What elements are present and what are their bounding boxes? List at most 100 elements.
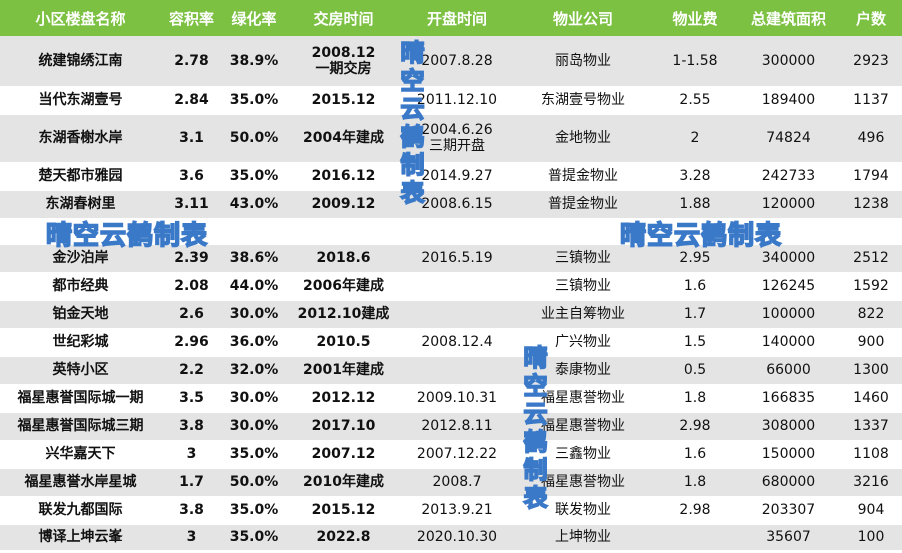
cell-plot-ratio — [161, 218, 222, 245]
cell-property-fee: 2.55 — [653, 86, 737, 115]
cell-green-ratio: 35.0% — [222, 162, 286, 191]
cell-green-ratio — [222, 218, 286, 245]
table-row: 楚天都市雅园 3.6 35.0% 2016.12 2014.9.27 普提金物业 3.28 2… — [0, 162, 902, 191]
cell-opening-time: 2020.10.30 — [401, 524, 513, 551]
cell-plot-ratio: 3.8 — [161, 496, 222, 525]
cell-delivery-time: 2017.10 — [286, 412, 401, 441]
cell-plot-ratio: 2.39 — [161, 244, 222, 273]
cell-households: 1238 — [840, 190, 902, 219]
cell-property-fee — [653, 218, 737, 245]
cell-households: 100 — [840, 524, 902, 551]
header-property-company: 物业公司 — [513, 0, 653, 36]
cell-total-area: 203307 — [737, 496, 840, 525]
table-row: 铂金天地 2.6 30.0% 2012.10建成 业主自筹物业 1.7 100000 822 — [0, 300, 902, 329]
cell-households: 1137 — [840, 86, 902, 115]
cell-green-ratio: 32.0% — [222, 356, 286, 385]
cell-property-fee: 1.8 — [653, 384, 737, 413]
cell-property-company: 东湖壹号物业 — [513, 86, 653, 115]
cell-delivery-time: 2004年建成 — [286, 114, 401, 163]
cell-households: 1460 — [840, 384, 902, 413]
cell-green-ratio: 38.9% — [222, 36, 286, 87]
cell-green-ratio: 36.0% — [222, 328, 286, 357]
cell-property-company: 广兴物业 — [513, 328, 653, 357]
cell-opening-time: 2011.12.10 — [401, 86, 513, 115]
cell-green-ratio: 35.0% — [222, 524, 286, 551]
table-row: 东湖香榭水岸 3.1 50.0% 2004年建成 2004.6.26 三期开盘 金地物业 2… — [0, 114, 902, 163]
cell-total-area — [737, 218, 840, 245]
cell-opening-time: 2009.10.31 — [401, 384, 513, 413]
header-green-ratio: 绿化率 — [222, 0, 286, 36]
cell-opening-time: 2007.8.28 — [401, 36, 513, 87]
cell-name: 都市经典 — [0, 272, 161, 301]
cell-property-fee: 1.6 — [653, 272, 737, 301]
cell-delivery-time: 2015.12 — [286, 496, 401, 525]
cell-opening-time — [401, 356, 513, 385]
cell-name: 福星惠誉水岸星城 — [0, 468, 161, 497]
header-delivery-time: 交房时间 — [286, 0, 401, 36]
cell-green-ratio: 30.0% — [222, 300, 286, 329]
cell-green-ratio: 38.6% — [222, 244, 286, 273]
cell-total-area: 189400 — [737, 86, 840, 115]
cell-name: 当代东湖壹号 — [0, 86, 161, 115]
cell-delivery-time: 2012.10建成 — [286, 300, 401, 329]
cell-total-area: 150000 — [737, 440, 840, 469]
cell-green-ratio: 35.0% — [222, 440, 286, 469]
cell-opening-time: 2014.9.27 — [401, 162, 513, 191]
cell-opening-time — [401, 218, 513, 245]
header-opening-time: 开盘时间 — [401, 0, 513, 36]
cell-opening-time: 2008.12.4 — [401, 328, 513, 357]
cell-delivery-time: 2022.8 — [286, 524, 401, 551]
cell-total-area: 140000 — [737, 328, 840, 357]
cell-green-ratio: 44.0% — [222, 272, 286, 301]
cell-plot-ratio: 3.8 — [161, 412, 222, 441]
cell-delivery-time: 2015.12 — [286, 86, 401, 115]
cell-opening-time: 2012.8.11 — [401, 412, 513, 441]
cell-plot-ratio: 2.96 — [161, 328, 222, 357]
cell-property-fee: 1.5 — [653, 328, 737, 357]
table-row — [0, 218, 902, 245]
cell-property-fee: 2.95 — [653, 244, 737, 273]
cell-property-fee: 1.8 — [653, 468, 737, 497]
cell-total-area: 35607 — [737, 524, 840, 551]
cell-opening-time — [401, 272, 513, 301]
cell-green-ratio: 50.0% — [222, 468, 286, 497]
header-total-area: 总建筑面积 — [737, 0, 840, 36]
cell-property-company: 福星惠誉物业 — [513, 384, 653, 413]
cell-plot-ratio: 2.78 — [161, 36, 222, 87]
table-row: 福星惠誉国际城三期 3.8 30.0% 2017.10 2012.8.11 福星惠誉物业 2… — [0, 412, 902, 441]
cell-total-area: 120000 — [737, 190, 840, 219]
cell-property-company: 福星惠誉物业 — [513, 412, 653, 441]
table-row: 金沙泊岸 2.39 38.6% 2018.6 2016.5.19 三镇物业 2.95 3400… — [0, 244, 902, 273]
cell-name: 联发九都国际 — [0, 496, 161, 525]
cell-property-fee: 1.7 — [653, 300, 737, 329]
cell-total-area: 66000 — [737, 356, 840, 385]
cell-green-ratio: 30.0% — [222, 412, 286, 441]
cell-households: 1794 — [840, 162, 902, 191]
cell-property-company: 联发物业 — [513, 496, 653, 525]
cell-name: 兴华嘉天下 — [0, 440, 161, 469]
cell-households: 900 — [840, 328, 902, 357]
cell-green-ratio: 50.0% — [222, 114, 286, 163]
cell-opening-time: 2007.12.22 — [401, 440, 513, 469]
table-row: 兴华嘉天下 3 35.0% 2007.12 2007.12.22 三鑫物业 1.6 15000… — [0, 440, 902, 469]
cell-name: 金沙泊岸 — [0, 244, 161, 273]
cell-property-fee — [653, 524, 737, 551]
cell-property-fee: 1.88 — [653, 190, 737, 219]
cell-name: 东湖香榭水岸 — [0, 114, 161, 163]
cell-delivery-time: 2016.12 — [286, 162, 401, 191]
cell-opening-time: 2016.5.19 — [401, 244, 513, 273]
cell-property-company: 金地物业 — [513, 114, 653, 163]
table-row: 当代东湖壹号 2.84 35.0% 2015.12 2011.12.10 东湖壹号物业 2.… — [0, 86, 902, 115]
cell-green-ratio: 35.0% — [222, 496, 286, 525]
cell-delivery-time: 2007.12 — [286, 440, 401, 469]
cell-delivery-time: 2010.5 — [286, 328, 401, 357]
cell-plot-ratio: 3 — [161, 440, 222, 469]
table-row: 博译上坤云峯 3 35.0% 2022.8 2020.10.30 上坤物业 35607 100 — [0, 524, 902, 551]
cell-delivery-time: 2012.12 — [286, 384, 401, 413]
cell-households: 1108 — [840, 440, 902, 469]
cell-plot-ratio: 3.5 — [161, 384, 222, 413]
cell-total-area: 340000 — [737, 244, 840, 273]
cell-plot-ratio: 2.2 — [161, 356, 222, 385]
cell-opening-time: 2004.6.26 三期开盘 — [401, 114, 513, 163]
